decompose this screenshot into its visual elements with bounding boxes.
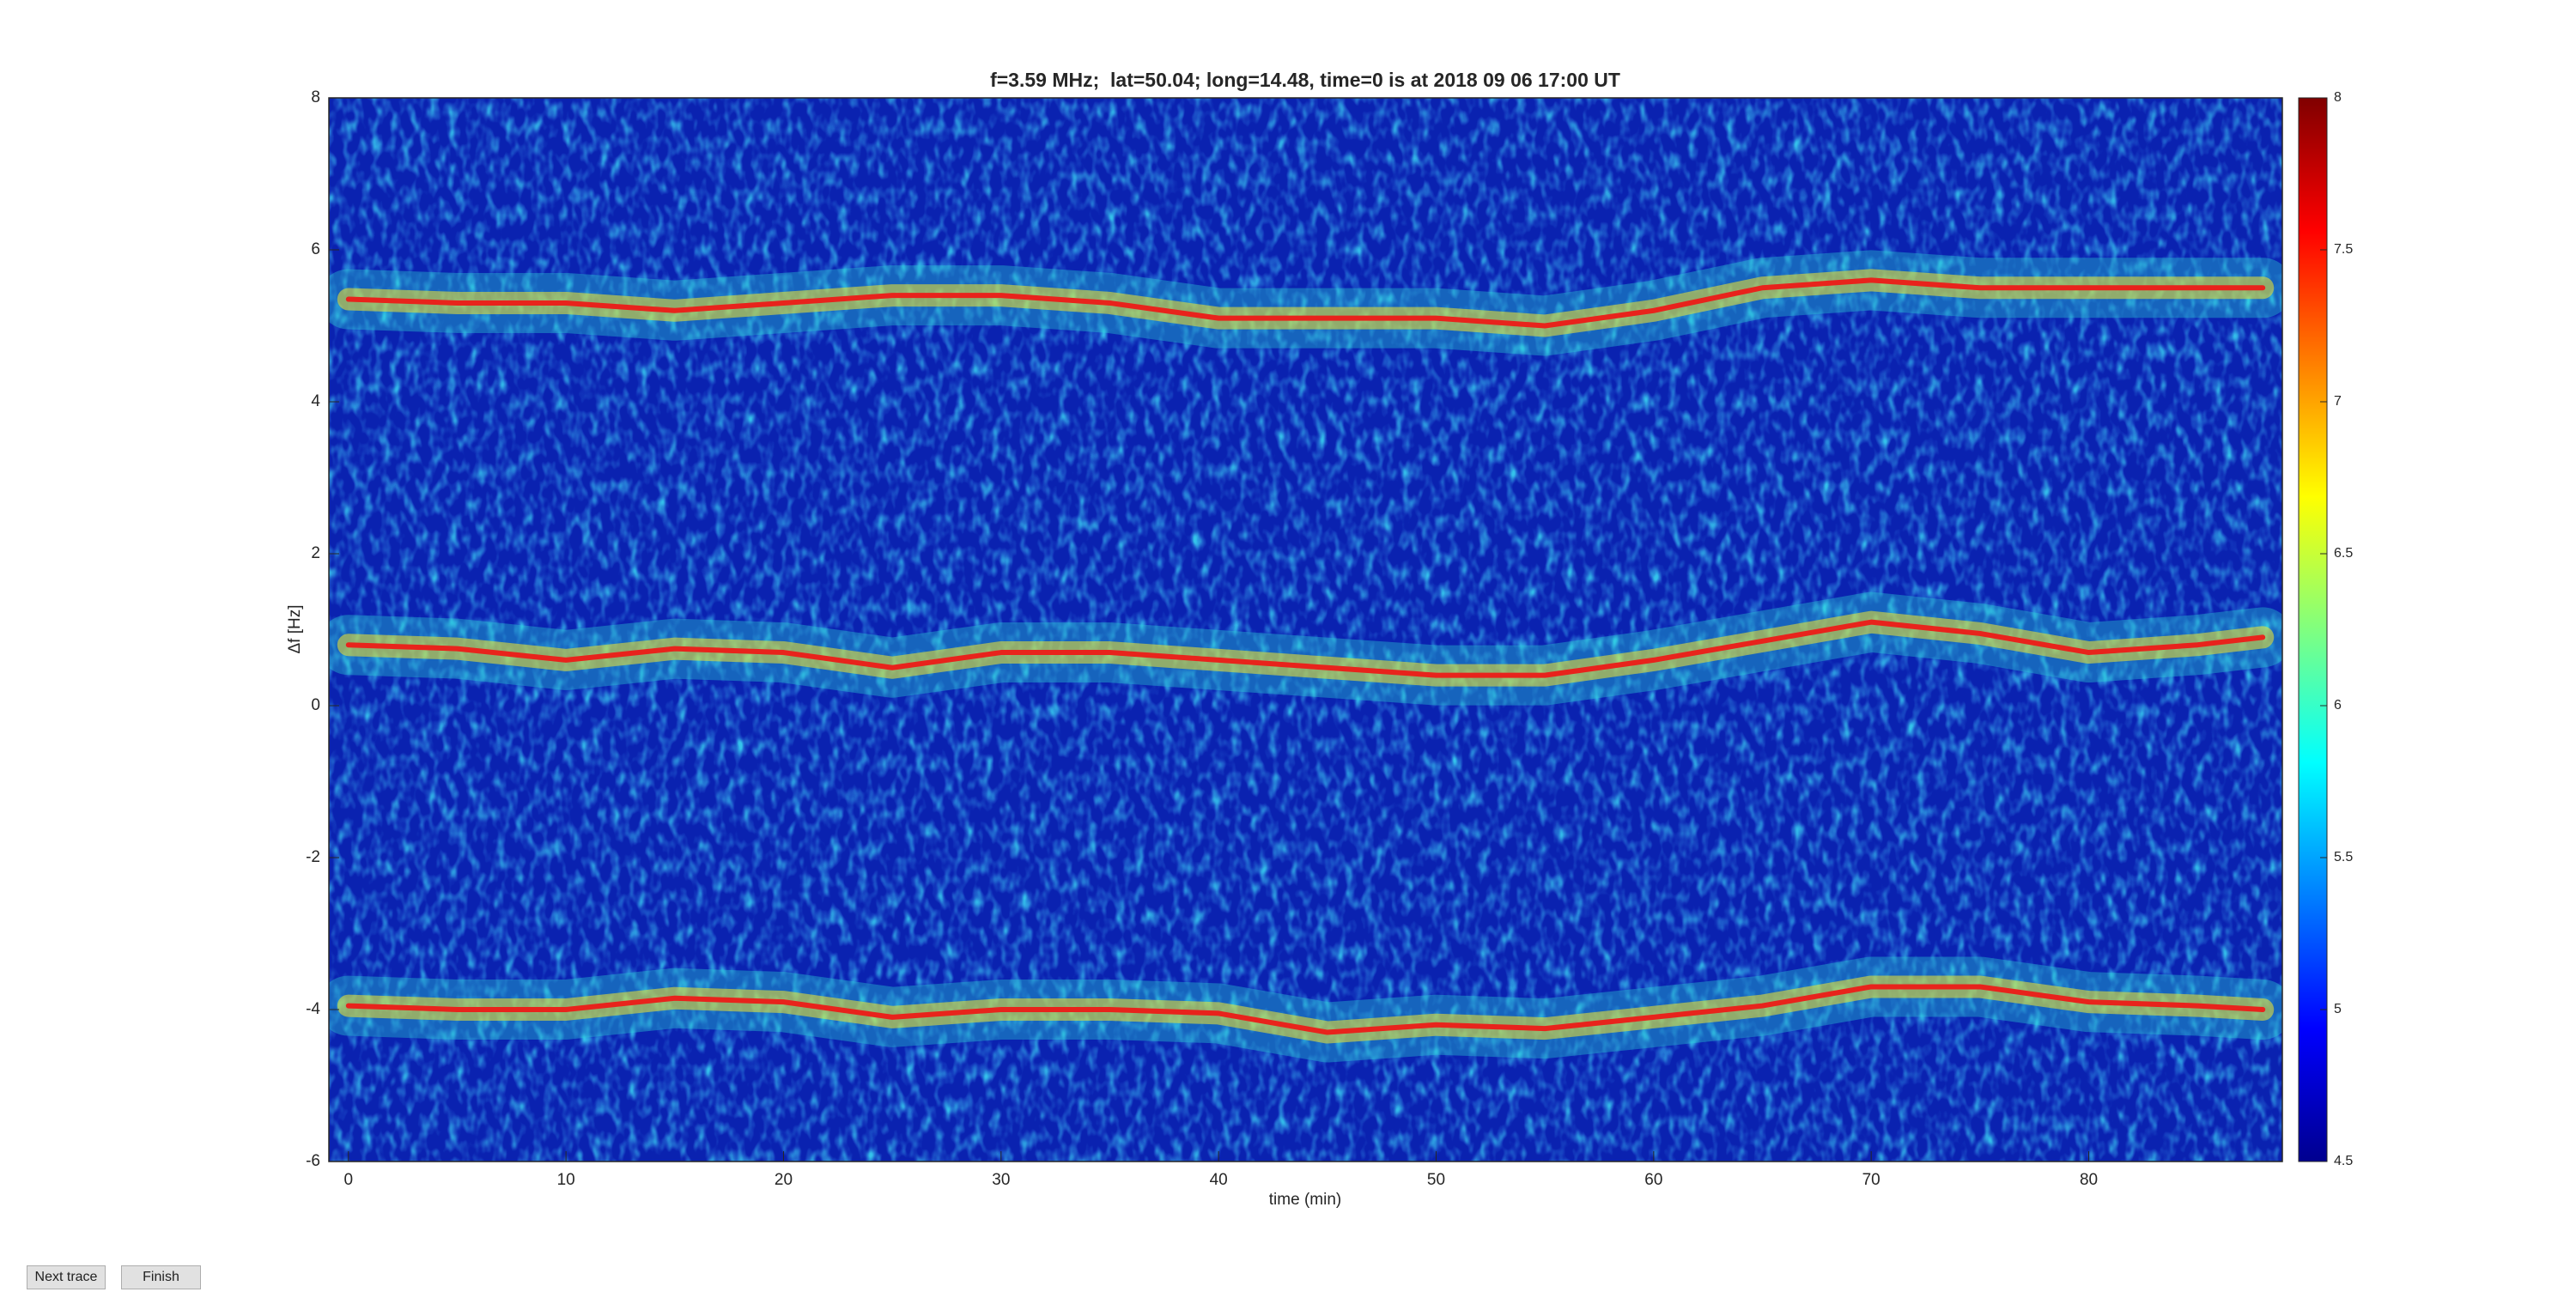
x-tick-label: 20 — [775, 1171, 793, 1189]
next-trace-button[interactable]: Next trace — [27, 1265, 106, 1289]
colorbar-tick-label: 5.5 — [2334, 850, 2353, 864]
x-tick-label: 70 — [1862, 1171, 1880, 1189]
finish-button[interactable]: Finish — [121, 1265, 201, 1289]
y-tick-label: -6 — [306, 1152, 320, 1170]
traces — [329, 250, 2282, 1063]
y-tick-label: -2 — [306, 848, 320, 866]
figure: f=3.59 MHz; lat=50.04; long=14.48, time=… — [286, 69, 2353, 1209]
y-tick-label: 8 — [311, 88, 320, 106]
x-tick-label: 40 — [1210, 1171, 1228, 1189]
colorbar-tick-label: 7.5 — [2334, 242, 2353, 257]
colorbar-tick-label: 6 — [2334, 698, 2342, 713]
trace-line — [345, 619, 2266, 678]
x-tick-label: 50 — [1427, 1171, 1445, 1189]
colorbar-tick-label: 5 — [2334, 1002, 2342, 1016]
x-tick-label: 30 — [992, 1171, 1010, 1189]
trace-line — [345, 984, 2266, 1035]
y-tick-label: 0 — [311, 696, 320, 714]
y-tick-label: 4 — [311, 392, 320, 410]
x-tick-label: 60 — [1644, 1171, 1662, 1189]
colorbar — [2298, 97, 2328, 1162]
x-axis-label: time (min) — [1269, 1191, 1341, 1209]
trace-line — [345, 277, 2266, 329]
chart-title: f=3.59 MHz; lat=50.04; long=14.48, time=… — [990, 69, 1620, 91]
y-axis-label: Δf [Hz] — [286, 604, 304, 653]
colorbar-tick-label: 7 — [2334, 394, 2342, 409]
colorbar-tick-label: 6.5 — [2334, 546, 2353, 561]
plot-frame — [328, 97, 2283, 1162]
y-tick-label: -4 — [306, 1000, 320, 1018]
y-tick-label: 6 — [311, 240, 320, 258]
x-tick-label: 0 — [344, 1171, 354, 1189]
colorbar-tick-label: 8 — [2334, 90, 2342, 105]
x-tick-label: 10 — [557, 1171, 575, 1189]
x-tick-label: 80 — [2080, 1171, 2098, 1189]
colorbar-tick-label: 4.5 — [2334, 1154, 2353, 1168]
y-tick-label: 2 — [311, 544, 320, 562]
